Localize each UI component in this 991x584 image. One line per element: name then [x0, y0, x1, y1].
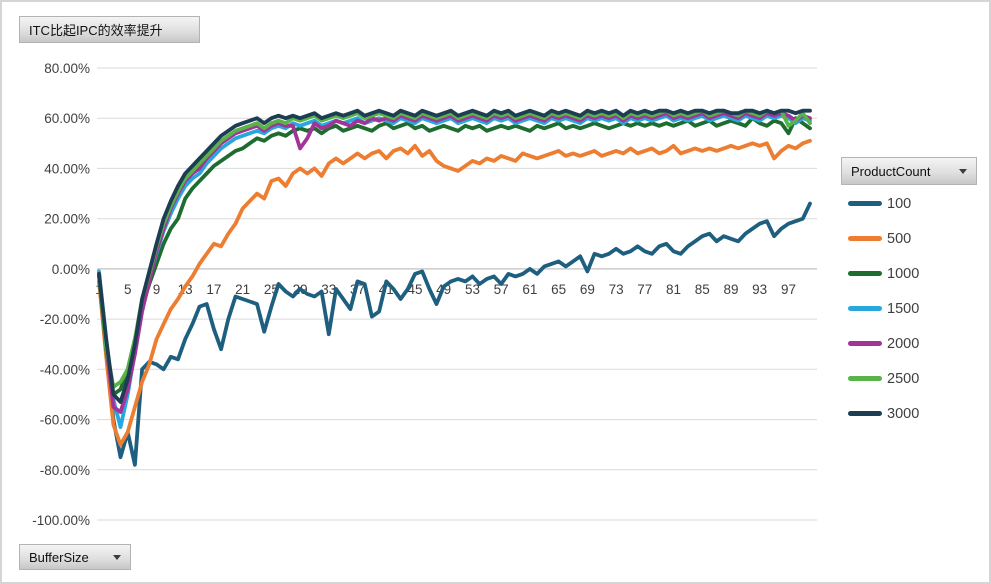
y-tick-label: -20.00%	[40, 312, 90, 327]
x-tick-label: 61	[522, 282, 537, 297]
y-tick-label: -100.00%	[32, 513, 90, 528]
x-tick-label: 93	[752, 282, 767, 297]
chevron-down-icon	[959, 168, 967, 174]
legend-field-button[interactable]: ProductCount	[841, 157, 977, 185]
x-tick-label: 21	[235, 282, 250, 297]
series-line-100	[97, 201, 812, 467]
value-field-button[interactable]: ITC比起IPC的效率提升	[19, 16, 200, 43]
x-tick-label: 5	[124, 282, 132, 297]
x-tick-label: 85	[695, 282, 710, 297]
series-line-1000	[97, 116, 812, 397]
x-tick-label: 69	[580, 282, 595, 297]
legend-item-label: 3000	[887, 405, 920, 422]
legend-item-label: 1500	[887, 300, 920, 317]
y-tick-label: -40.00%	[40, 362, 90, 377]
y-tick-label: -80.00%	[40, 463, 90, 478]
legend-swatch	[848, 341, 882, 346]
legend-item: 1500	[848, 291, 989, 326]
y-tick-label: 0.00%	[52, 262, 90, 277]
y-tick-label: 80.00%	[44, 61, 90, 76]
legend-item-label: 500	[887, 230, 912, 247]
legend-item: 3000	[848, 396, 989, 431]
legend-swatch	[848, 411, 882, 416]
legend-item-label: 1000	[887, 265, 920, 282]
legend-swatch	[848, 236, 882, 241]
legend-item: 1000	[848, 256, 989, 291]
legend: 100 500 1000 1500 2000 2500 3000	[848, 186, 989, 431]
legend-item-label: 2000	[887, 335, 920, 352]
x-tick-label: 77	[637, 282, 652, 297]
legend-item: 2000	[848, 326, 989, 361]
x-tick-label: 9	[153, 282, 161, 297]
x-tick-label: 97	[781, 282, 796, 297]
legend-item: 500	[848, 221, 989, 256]
legend-item-label: 100	[887, 195, 912, 212]
y-tick-label: 60.00%	[44, 111, 90, 126]
x-tick-label: 89	[723, 282, 738, 297]
legend-swatch	[848, 201, 882, 206]
legend-field-label: ProductCount	[851, 163, 931, 179]
chart-title: ITC比起IPC的效率提升	[29, 23, 163, 38]
x-tick-label: 53	[465, 282, 480, 297]
series-line-1500	[97, 113, 812, 430]
y-tick-label: 40.00%	[44, 161, 90, 176]
series-line-500	[97, 138, 812, 447]
x-tick-label: 33	[321, 282, 336, 297]
axis-field-button[interactable]: BufferSize	[19, 544, 131, 570]
legend-item: 100	[848, 186, 989, 221]
y-tick-label: -60.00%	[40, 413, 90, 428]
x-tick-label: 73	[609, 282, 624, 297]
x-tick-label: 81	[666, 282, 681, 297]
y-tick-label: 20.00%	[44, 212, 90, 227]
legend-swatch	[848, 271, 882, 276]
legend-item-label: 2500	[887, 370, 920, 387]
series-line-3000	[97, 108, 812, 404]
x-tick-label: 65	[551, 282, 566, 297]
legend-swatch	[848, 376, 882, 381]
x-tick-label: 57	[494, 282, 509, 297]
legend-item: 2500	[848, 361, 989, 396]
chevron-down-icon	[113, 554, 121, 560]
legend-swatch	[848, 306, 882, 311]
x-tick-label: 17	[206, 282, 221, 297]
series-line-2500	[97, 108, 812, 389]
axis-field-label: BufferSize	[29, 549, 89, 565]
